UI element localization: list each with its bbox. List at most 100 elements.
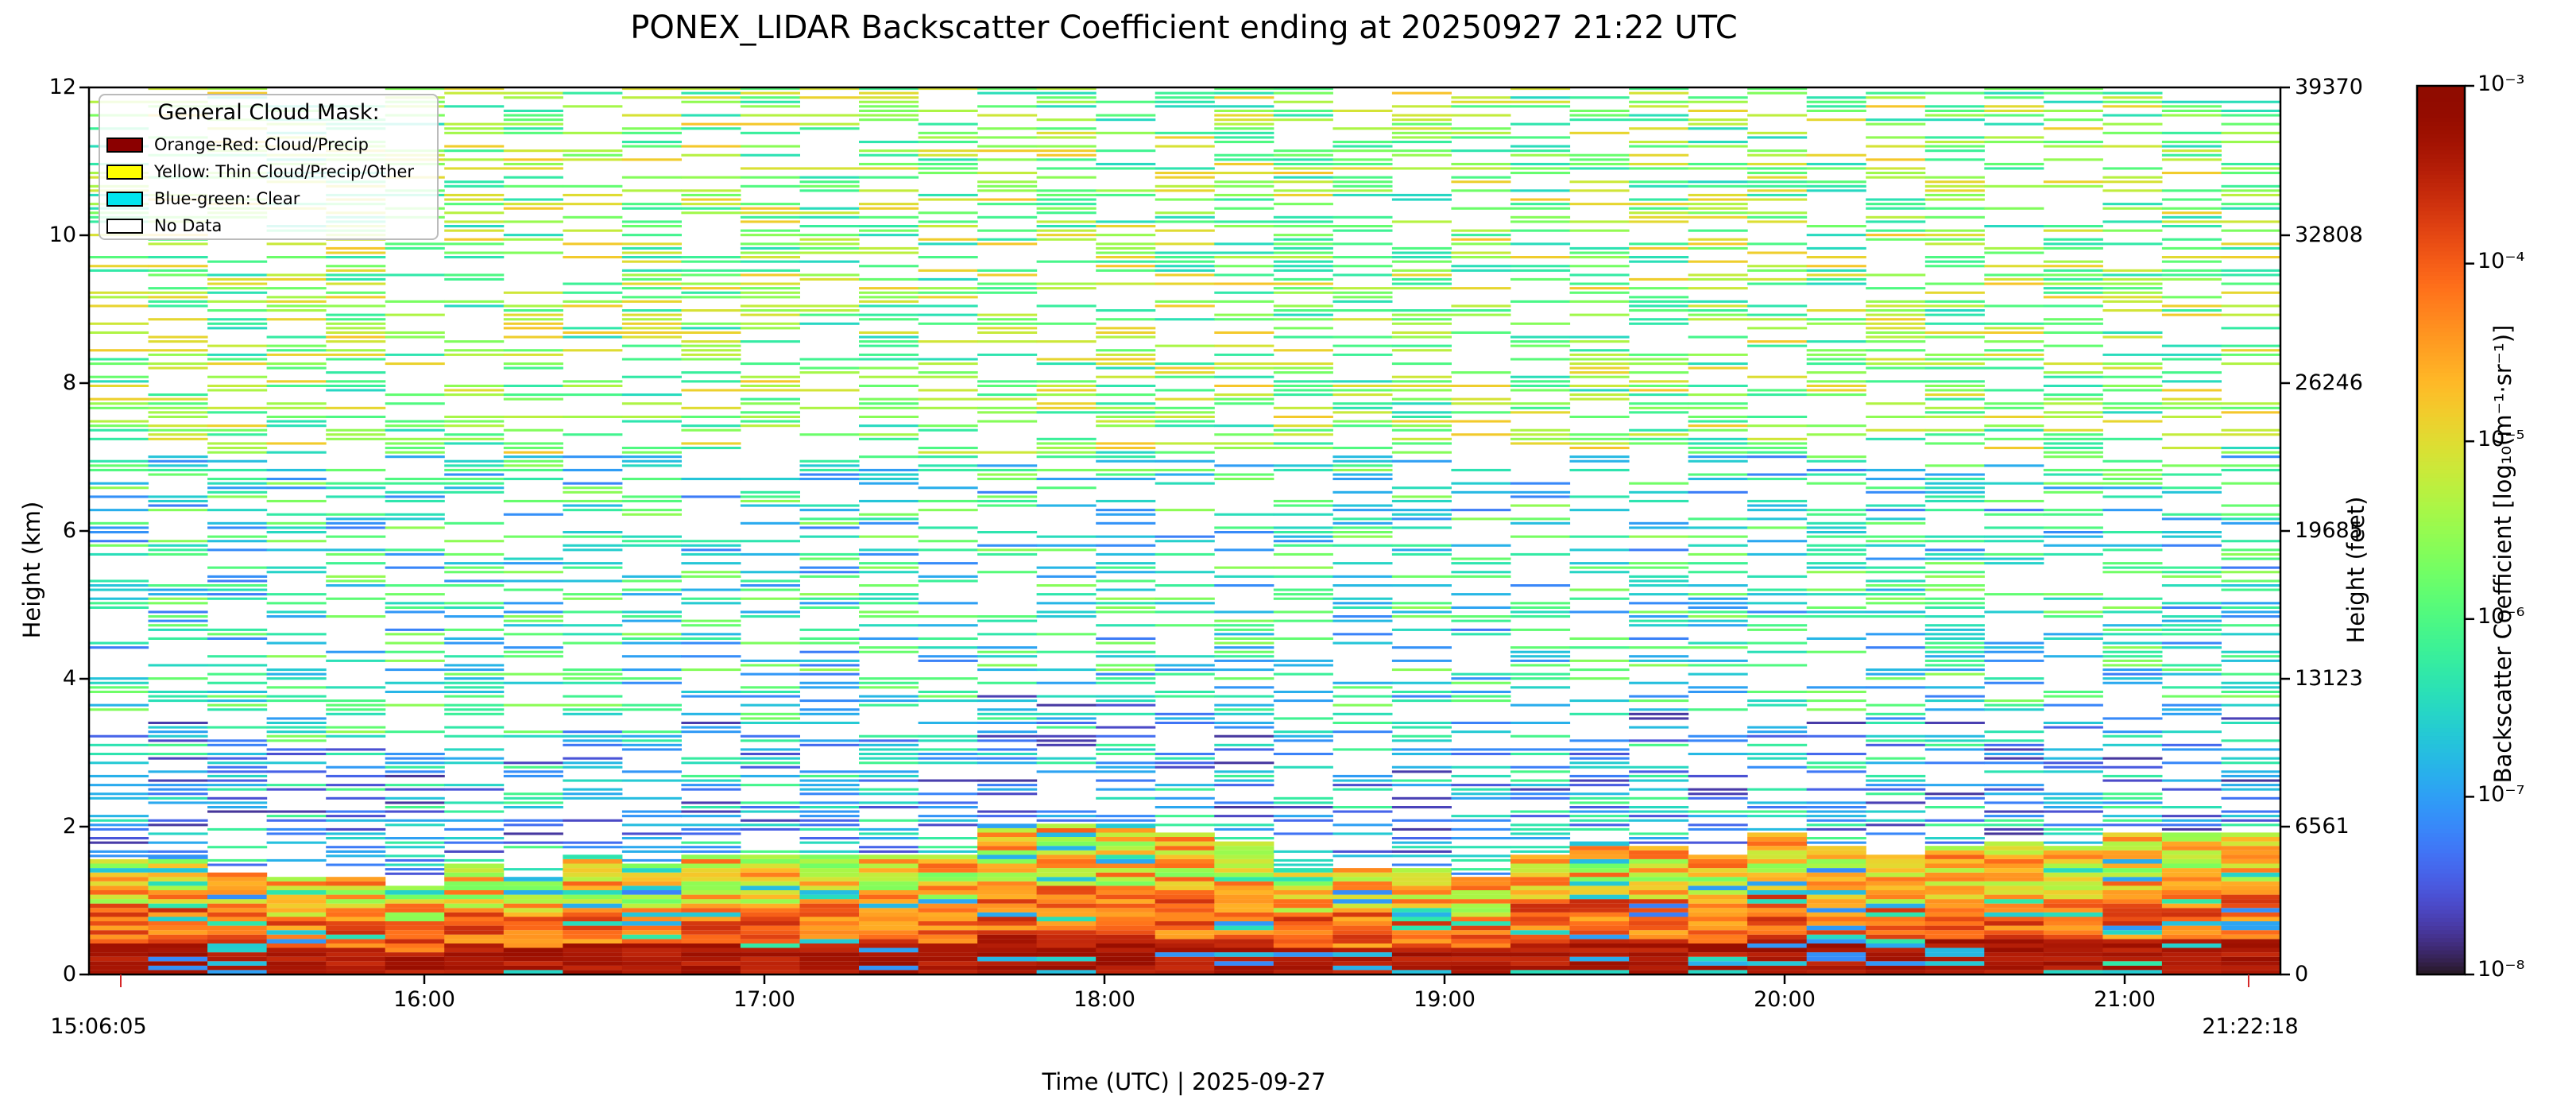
- heatmap-cell: [266, 309, 327, 312]
- heatmap-cell: [1036, 934, 1097, 940]
- heatmap-cell: [1569, 863, 1630, 869]
- heatmap-cell: [2221, 894, 2281, 900]
- heatmap-cell: [503, 309, 563, 312]
- heatmap-cell: [1866, 965, 1926, 971]
- heatmap-cell: [977, 664, 1038, 667]
- heatmap-cell: [444, 87, 505, 91]
- heatmap-cell: [681, 193, 741, 196]
- heatmap-cell: [563, 149, 623, 153]
- heatmap-cell: [1984, 114, 2044, 117]
- heatmap-cell: [444, 885, 505, 890]
- heatmap-cell: [799, 770, 860, 773]
- heatmap-cell: [1806, 118, 1866, 122]
- heatmap-cell: [148, 473, 208, 476]
- heatmap-cell: [1747, 690, 1808, 693]
- heatmap-cell: [859, 358, 919, 361]
- heatmap-cell: [385, 952, 445, 957]
- heatmap-cell: [1036, 837, 1097, 842]
- heatmap-cell: [2043, 260, 2103, 263]
- heatmap-cell: [977, 761, 1038, 765]
- heatmap-cell: [1096, 890, 1156, 895]
- heatmap-cell: [1332, 575, 1393, 578]
- heatmap-cell: [207, 912, 268, 917]
- heatmap-cell: [1984, 424, 2044, 428]
- heatmap-cell: [444, 939, 505, 943]
- heatmap-cell: [621, 965, 682, 971]
- heatmap-cell: [1391, 282, 1452, 285]
- heatmap-cell: [1391, 287, 1452, 290]
- heatmap-cell: [503, 207, 563, 210]
- heatmap-cell: [1214, 273, 1274, 277]
- heatmap-cell: [563, 327, 623, 330]
- heatmap-cell: [207, 575, 268, 578]
- colorbar-frame: [2415, 84, 2466, 976]
- heatmap-cell: [385, 890, 445, 895]
- heatmap-cell: [918, 792, 978, 796]
- heatmap-cell: [2221, 921, 2281, 926]
- heatmap-cell: [859, 827, 919, 831]
- heatmap-cell: [1510, 442, 1571, 445]
- heatmap-cell: [2102, 664, 2163, 667]
- heatmap-cell: [1688, 597, 1748, 600]
- heatmap-cell: [207, 273, 268, 277]
- heatmap-cell: [1332, 916, 1393, 922]
- colorbar-segment: [2417, 591, 2465, 596]
- colorbar-segment: [2417, 776, 2465, 781]
- heatmap-cell: [2043, 726, 2103, 729]
- heatmap-cell: [1214, 774, 1274, 777]
- heatmap-cell: [1806, 225, 1866, 228]
- heatmap-cell: [859, 753, 919, 756]
- heatmap-cell: [2102, 806, 2163, 809]
- heatmap-cell: [1806, 947, 1866, 953]
- heatmap-cell: [740, 220, 800, 223]
- heatmap-cell: [1747, 327, 1808, 330]
- heatmap-cell: [1747, 251, 1808, 254]
- heatmap-cell: [681, 96, 741, 99]
- heatmap-cell: [1273, 393, 1333, 397]
- heatmap-cell: [2102, 925, 2163, 931]
- heatmap-cell: [1806, 180, 1866, 184]
- heatmap-cell: [148, 256, 208, 259]
- heatmap-cell: [2102, 854, 2163, 859]
- heatmap-cell: [1510, 854, 1571, 859]
- heatmap-cell: [2221, 468, 2281, 471]
- heatmap-cell: [1569, 340, 1630, 343]
- heatmap-cell: [1036, 153, 1097, 157]
- heatmap-cell: [326, 921, 386, 926]
- heatmap-cell: [1688, 353, 1748, 356]
- heatmap-cell: [1214, 637, 1274, 640]
- heatmap-cell: [1510, 433, 1571, 436]
- heatmap-cell: [563, 956, 623, 962]
- heatmap-cell: [1629, 894, 1689, 900]
- heatmap-cell: [266, 655, 327, 658]
- heatmap-cell: [977, 712, 1038, 715]
- heatmap-cell: [1984, 784, 2044, 787]
- colorbar-segment: [2417, 873, 2465, 878]
- heatmap-cell: [2221, 961, 2281, 966]
- heatmap-cell: [918, 734, 978, 738]
- heatmap-cell: [266, 753, 327, 756]
- heatmap-cell: [444, 145, 505, 148]
- colorbar-segment: [2417, 599, 2465, 604]
- heatmap-cell: [681, 87, 741, 91]
- heatmap-cell: [207, 770, 268, 773]
- heatmap-cell: [859, 846, 919, 849]
- heatmap-cell: [1747, 788, 1808, 791]
- heatmap-cell: [1688, 903, 1748, 909]
- heatmap-cell: [2102, 779, 2163, 782]
- heatmap-cell: [1806, 916, 1866, 922]
- heatmap-cell: [1747, 265, 1808, 268]
- heatmap-cell: [681, 757, 741, 760]
- heatmap-cell: [1924, 309, 1985, 312]
- heatmap-cell: [1866, 571, 1926, 574]
- heatmap-cell: [1924, 965, 1985, 971]
- heatmap-cell: [1747, 930, 1808, 935]
- heatmap-cell: [1391, 517, 1452, 521]
- heatmap-cell: [1629, 304, 1689, 308]
- legend-swatch-no-data: [106, 218, 143, 234]
- heatmap-cell: [1510, 162, 1571, 165]
- heatmap-cell: [918, 269, 978, 272]
- heatmap-cell: [1569, 947, 1630, 953]
- heatmap-cell: [2102, 597, 2163, 600]
- colorbar-segment: [2417, 606, 2465, 612]
